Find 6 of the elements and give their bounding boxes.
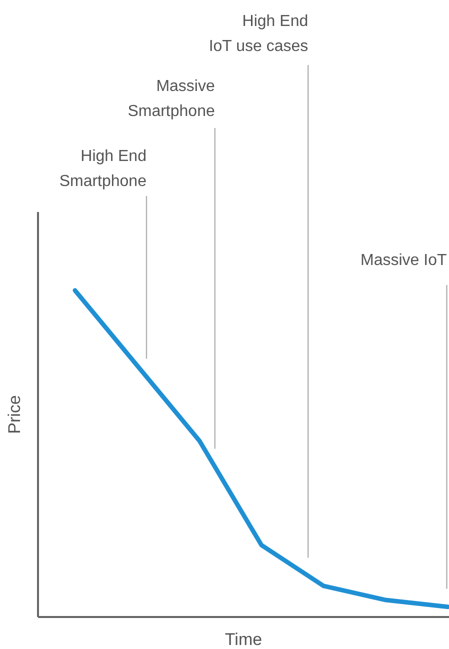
text: High End Smartphone	[59, 148, 147, 190]
y-axis-title: Price	[5, 395, 24, 434]
text: Massive Smartphone	[128, 78, 215, 120]
x-axis-title: Time	[224, 630, 262, 649]
text: High End IoT use cases	[208, 13, 308, 55]
text: Massive IoT	[360, 252, 447, 269]
